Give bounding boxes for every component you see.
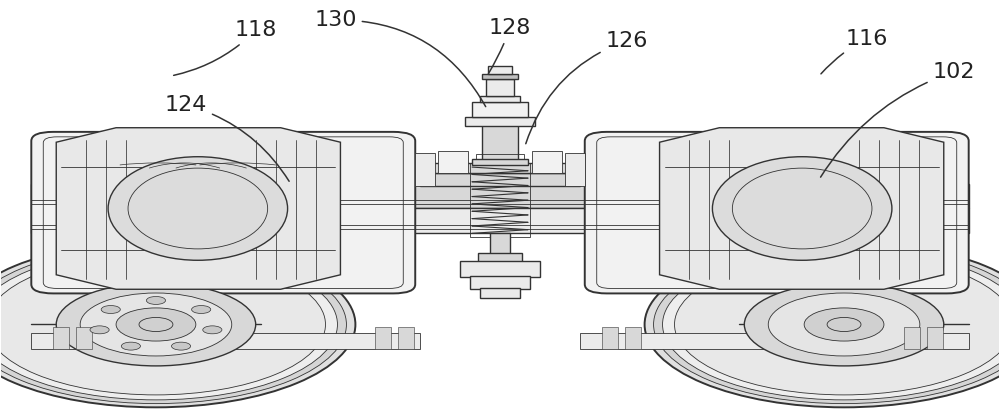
Text: 126: 126 xyxy=(526,31,648,144)
Circle shape xyxy=(654,245,1000,404)
Polygon shape xyxy=(56,128,340,289)
Bar xyxy=(465,116,535,126)
Text: 102: 102 xyxy=(821,62,975,177)
Circle shape xyxy=(203,326,222,334)
Circle shape xyxy=(744,283,944,366)
Bar xyxy=(470,276,530,289)
Bar xyxy=(438,151,468,173)
Text: 124: 124 xyxy=(165,95,289,181)
Bar xyxy=(482,123,518,163)
Text: 128: 128 xyxy=(488,18,531,73)
Bar xyxy=(31,183,969,208)
Circle shape xyxy=(0,254,325,395)
Bar xyxy=(460,261,540,277)
Circle shape xyxy=(121,342,140,350)
Bar xyxy=(602,327,618,349)
Bar xyxy=(31,208,969,234)
Circle shape xyxy=(768,293,920,356)
Bar xyxy=(904,327,920,349)
Circle shape xyxy=(645,241,1000,407)
Bar xyxy=(472,102,528,116)
Circle shape xyxy=(146,296,166,304)
Circle shape xyxy=(192,306,211,314)
Bar xyxy=(480,289,520,298)
Bar xyxy=(625,327,641,349)
Bar xyxy=(580,333,969,349)
Circle shape xyxy=(0,249,337,400)
Bar xyxy=(432,163,568,173)
Circle shape xyxy=(0,245,346,404)
Bar xyxy=(76,327,92,349)
Bar xyxy=(480,96,520,102)
Text: 118: 118 xyxy=(174,20,277,75)
Circle shape xyxy=(675,254,1000,395)
Bar xyxy=(476,154,524,159)
Circle shape xyxy=(663,249,1000,400)
Bar xyxy=(488,66,512,74)
Bar xyxy=(415,153,435,186)
Bar xyxy=(478,253,522,262)
Bar xyxy=(31,333,420,349)
Circle shape xyxy=(90,326,109,334)
Bar xyxy=(927,327,943,349)
Bar xyxy=(472,159,528,165)
Bar xyxy=(470,163,530,238)
FancyBboxPatch shape xyxy=(31,132,415,294)
Bar xyxy=(53,327,69,349)
Bar xyxy=(375,327,391,349)
Polygon shape xyxy=(660,128,944,289)
Bar xyxy=(565,153,585,186)
FancyBboxPatch shape xyxy=(585,132,969,294)
Bar xyxy=(532,151,562,173)
Text: 130: 130 xyxy=(314,10,486,107)
Circle shape xyxy=(80,293,232,356)
Circle shape xyxy=(0,241,355,407)
Ellipse shape xyxy=(712,157,892,260)
Circle shape xyxy=(101,306,120,314)
Bar xyxy=(482,74,518,79)
Bar xyxy=(490,234,510,254)
Circle shape xyxy=(804,308,884,341)
Circle shape xyxy=(56,283,256,366)
Ellipse shape xyxy=(108,157,288,260)
Bar xyxy=(398,327,414,349)
Text: 116: 116 xyxy=(821,29,888,74)
Circle shape xyxy=(116,308,196,341)
Circle shape xyxy=(171,342,191,350)
Bar xyxy=(486,79,514,96)
Bar xyxy=(420,173,580,186)
